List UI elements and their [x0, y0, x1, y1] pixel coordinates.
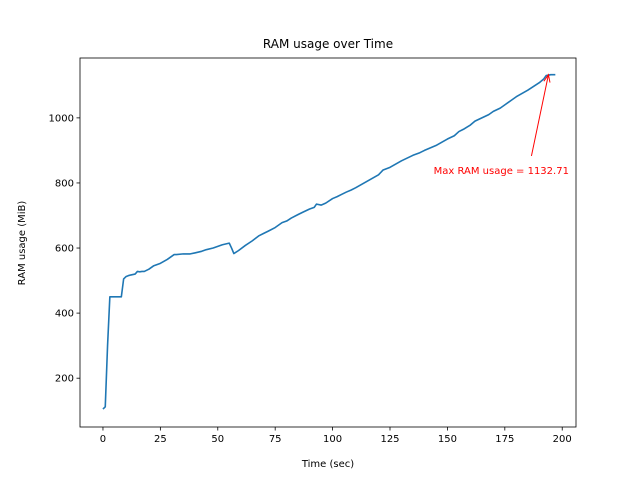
x-tick-label: 175 — [495, 434, 514, 445]
y-tick-label: 400 — [55, 309, 74, 320]
x-tick-label: 75 — [269, 434, 282, 445]
x-tick-label: 50 — [211, 434, 224, 445]
x-axis: 0 25 50 75 100 125 150 175 200 — [100, 427, 572, 445]
annotation-arrowhead — [543, 73, 551, 83]
max-annotation: Max RAM usage = 1132.71 — [434, 73, 569, 177]
series-line — [102, 73, 556, 410]
y-tick-label: 1000 — [49, 113, 74, 124]
x-tick-label: 150 — [438, 434, 457, 445]
y-axis: 200 400 600 800 1000 — [49, 113, 80, 385]
plot-frame — [79, 57, 577, 428]
x-tick-label: 125 — [380, 434, 399, 445]
annotation-text: Max RAM usage = 1132.71 — [434, 166, 569, 177]
plot-area — [102, 73, 556, 410]
x-axis-title: Time (sec) — [301, 459, 354, 470]
y-tick-label: 200 — [55, 374, 74, 385]
x-tick-label: 0 — [100, 434, 106, 445]
y-tick-label: 800 — [55, 178, 74, 189]
annotation-arrow — [530, 74, 549, 157]
chart-title: RAM usage over Time — [263, 37, 393, 51]
y-axis-title: RAM usage (MiB) — [17, 201, 28, 286]
x-tick-label: 100 — [323, 434, 342, 445]
x-tick-label: 200 — [553, 434, 572, 445]
x-tick-label: 25 — [154, 434, 167, 445]
y-tick-label: 600 — [55, 244, 74, 255]
